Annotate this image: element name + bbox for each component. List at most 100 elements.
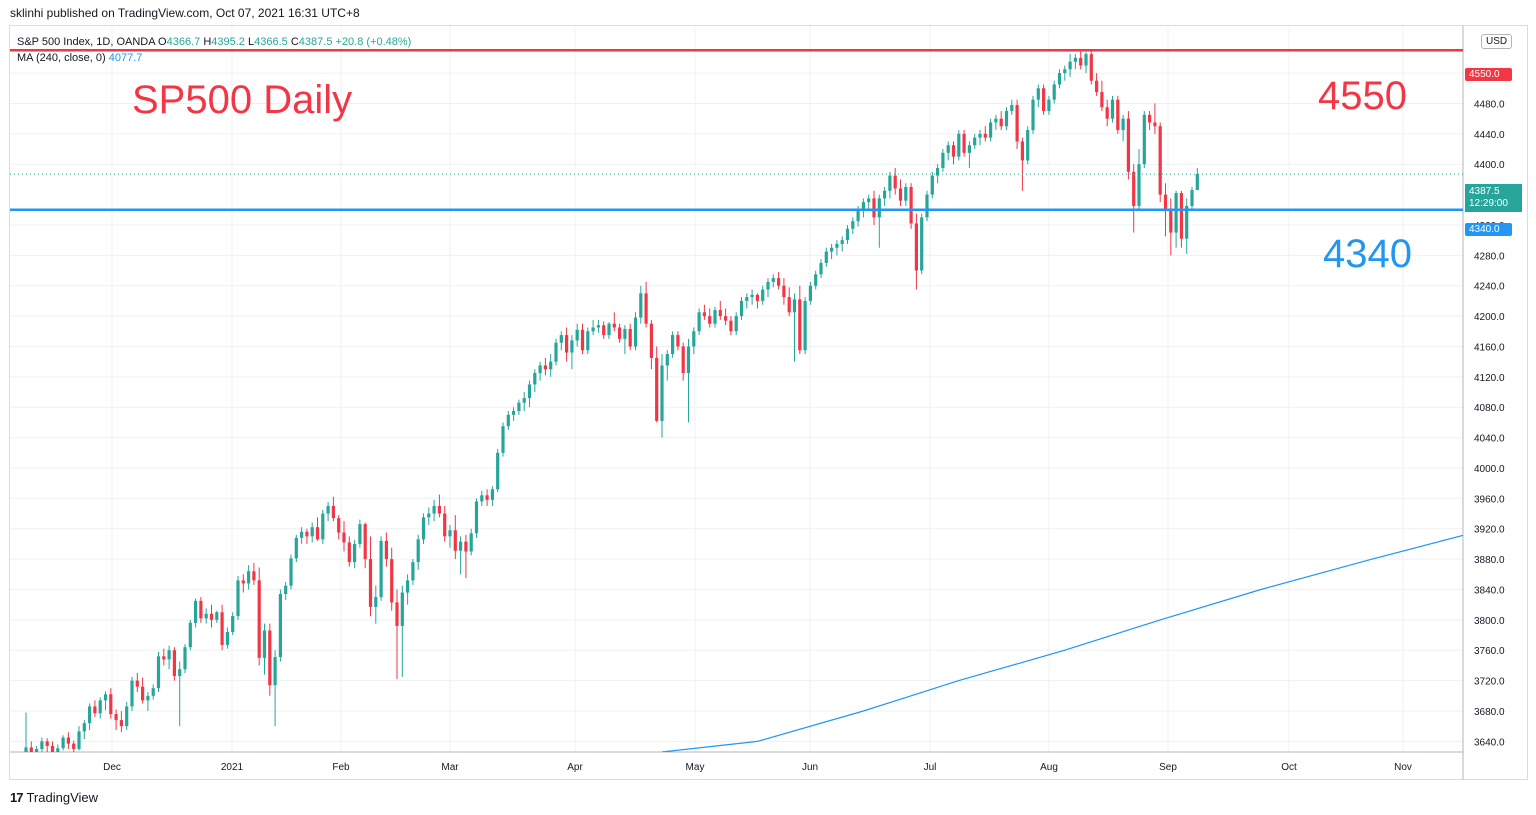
candle[interactable] <box>1026 126 1030 165</box>
candle[interactable] <box>45 738 49 752</box>
candle[interactable] <box>936 164 940 184</box>
candle[interactable] <box>798 285 802 355</box>
candle[interactable] <box>421 513 426 544</box>
candle[interactable] <box>72 740 76 754</box>
candle[interactable] <box>225 627 229 649</box>
candle[interactable] <box>1179 190 1183 248</box>
candle[interactable] <box>125 701 129 730</box>
candle[interactable] <box>1185 198 1189 254</box>
candle[interactable] <box>188 619 192 651</box>
candle[interactable] <box>358 519 362 548</box>
candle[interactable] <box>565 327 569 362</box>
candle[interactable] <box>363 522 367 569</box>
candle[interactable] <box>994 114 998 131</box>
candle[interactable] <box>220 604 224 651</box>
candle[interactable] <box>628 323 632 351</box>
candle[interactable] <box>1137 149 1141 210</box>
candle[interactable] <box>925 190 929 222</box>
candle[interactable] <box>490 486 494 506</box>
candle[interactable] <box>771 274 775 288</box>
candle[interactable] <box>655 346 659 423</box>
candle[interactable] <box>861 198 865 218</box>
ma-240-line[interactable] <box>661 407 1536 752</box>
candle[interactable] <box>427 507 431 525</box>
candle[interactable] <box>321 509 325 544</box>
candle[interactable] <box>93 700 97 718</box>
candle[interactable] <box>851 217 855 235</box>
candle[interactable] <box>724 308 728 326</box>
candle[interactable] <box>172 647 176 681</box>
candle[interactable] <box>729 316 733 336</box>
candle[interactable] <box>824 247 828 267</box>
candle[interactable] <box>50 741 55 758</box>
candle[interactable] <box>474 498 479 538</box>
candle[interactable] <box>517 399 521 415</box>
candle[interactable] <box>792 293 797 362</box>
candle[interactable] <box>1073 54 1077 70</box>
candle[interactable] <box>77 726 81 751</box>
candle[interactable] <box>209 604 214 628</box>
candle[interactable] <box>893 168 897 195</box>
candle[interactable] <box>591 319 595 336</box>
candle[interactable] <box>559 331 563 351</box>
candle[interactable] <box>315 517 320 541</box>
candle[interactable] <box>24 712 28 765</box>
candle[interactable] <box>623 325 627 355</box>
candle[interactable] <box>29 741 33 756</box>
candle[interactable] <box>310 522 314 543</box>
candle[interactable] <box>1148 111 1152 131</box>
candle[interactable] <box>867 194 871 210</box>
candle[interactable] <box>1089 50 1093 85</box>
candle[interactable] <box>374 585 378 624</box>
upper-level-annotation[interactable]: 4550 <box>1318 74 1407 118</box>
candle[interactable] <box>755 293 759 309</box>
candle[interactable] <box>257 567 261 666</box>
candle[interactable] <box>485 489 489 506</box>
candle[interactable] <box>734 312 738 336</box>
candle[interactable] <box>957 130 961 161</box>
chart-title-annotation[interactable]: SP500 Daily <box>132 78 353 122</box>
candle[interactable] <box>326 502 330 522</box>
candle[interactable] <box>1195 168 1199 191</box>
candle[interactable] <box>967 141 971 169</box>
candle[interactable] <box>708 308 712 328</box>
candle[interactable] <box>835 240 839 256</box>
candle[interactable] <box>40 737 44 752</box>
candle[interactable] <box>331 496 335 522</box>
candle[interactable] <box>681 342 685 381</box>
candle[interactable] <box>194 598 198 628</box>
candle[interactable] <box>247 565 251 590</box>
footer-brand[interactable]: 17 TradingView <box>10 790 98 805</box>
candle[interactable] <box>459 536 463 575</box>
candle[interactable] <box>501 422 505 457</box>
candle[interactable] <box>103 691 108 711</box>
candle[interactable] <box>252 562 256 585</box>
candle[interactable] <box>761 285 765 305</box>
candle[interactable] <box>1095 73 1099 96</box>
candle[interactable] <box>904 183 908 206</box>
candle[interactable] <box>1169 198 1173 256</box>
candle[interactable] <box>660 354 664 438</box>
candle[interactable] <box>464 534 468 579</box>
candle[interactable] <box>1079 50 1083 70</box>
candle[interactable] <box>1004 107 1009 131</box>
candle[interactable] <box>649 319 653 370</box>
candle[interactable] <box>602 321 606 339</box>
candle[interactable] <box>178 661 182 727</box>
candle[interactable] <box>612 312 616 332</box>
candle[interactable] <box>692 327 696 355</box>
candle[interactable] <box>156 651 161 693</box>
candle[interactable] <box>1153 103 1157 134</box>
candle[interactable] <box>973 133 977 150</box>
candle[interactable] <box>162 648 166 666</box>
candle[interactable] <box>983 126 987 142</box>
candle[interactable] <box>1015 99 1019 150</box>
candle[interactable] <box>898 179 903 206</box>
candle[interactable] <box>284 581 288 601</box>
candle[interactable] <box>1110 95 1115 123</box>
candle[interactable] <box>379 536 383 601</box>
candle[interactable] <box>443 505 447 542</box>
candle[interactable] <box>814 270 818 290</box>
candle[interactable] <box>872 190 876 225</box>
